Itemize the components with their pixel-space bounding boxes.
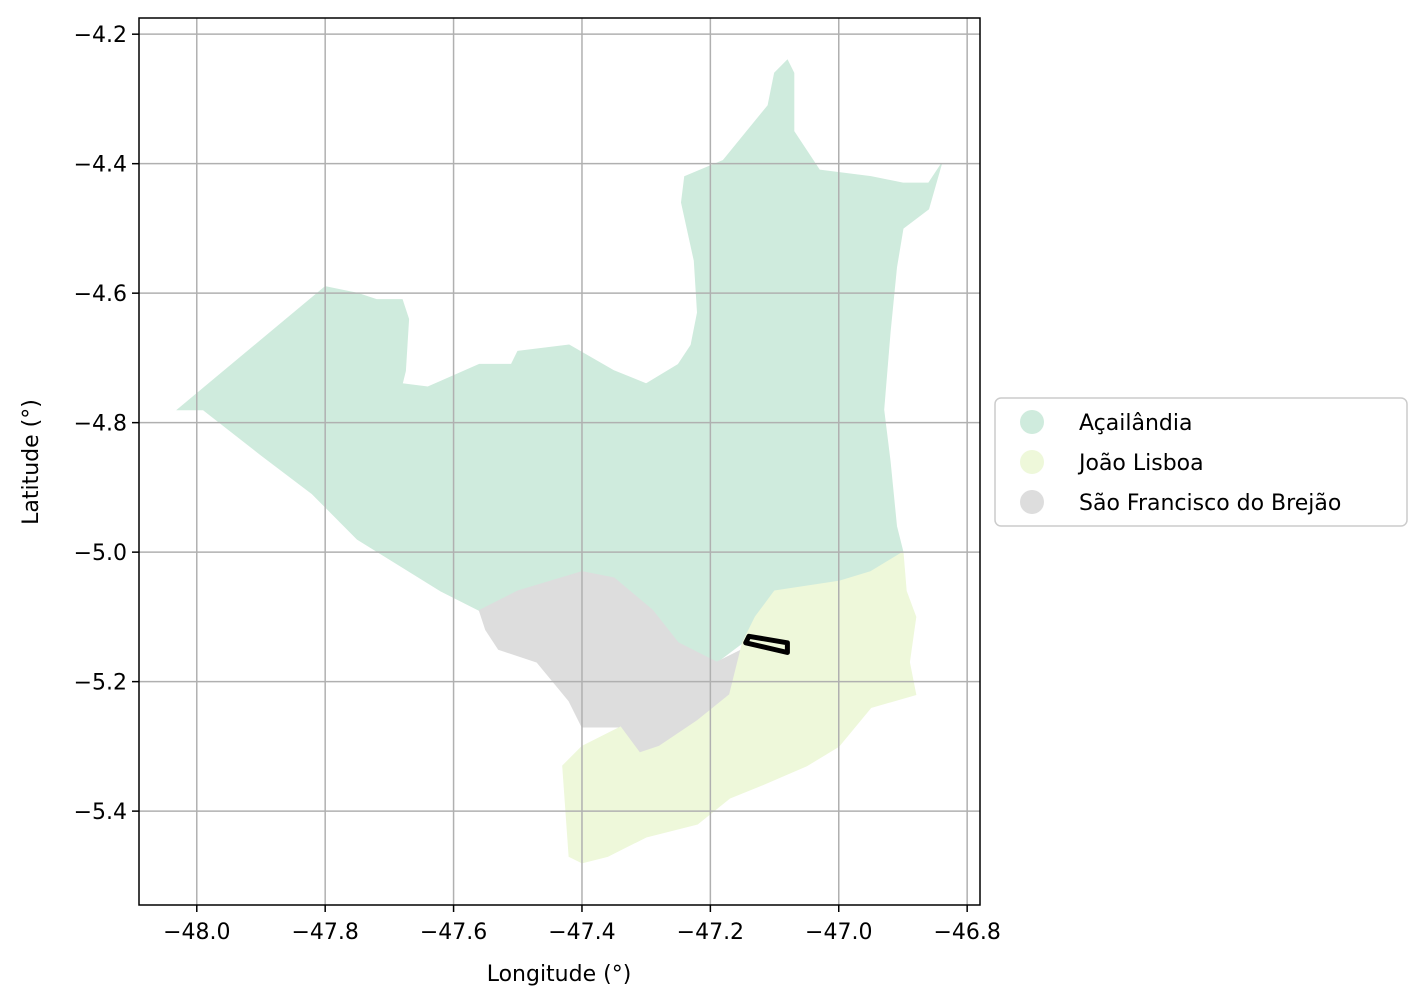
legend-swatch-sao-francisco-do-brejao bbox=[1020, 490, 1044, 514]
y-tick-label: −5.4 bbox=[74, 800, 127, 825]
y-tick-label: −4.2 bbox=[74, 23, 127, 48]
regions-layer bbox=[176, 59, 942, 864]
legend-entries: Açailândia João Lisboa São Francisco do Br… bbox=[1020, 410, 1341, 516]
y-tick-label: −5.2 bbox=[74, 671, 127, 696]
legend: Açailândia João Lisboa São Francisco do Br… bbox=[994, 397, 1408, 527]
ticks-layer: −48.0 −47.8 −47.6 −47.4 −47.2 −47.0 −46.8 −4.2 −… bbox=[74, 23, 1001, 945]
x-tick-label: −47.0 bbox=[805, 920, 872, 945]
y-tick-label: −5.0 bbox=[74, 541, 127, 566]
y-tick-label: −4.8 bbox=[74, 412, 127, 437]
legend-label-acailandia: Açailândia bbox=[1079, 411, 1192, 436]
x-tick-label: −48.0 bbox=[163, 920, 230, 945]
x-tick-label: −47.8 bbox=[291, 920, 358, 945]
legend-label-sao-francisco-do-brejao: São Francisco do Brejão bbox=[1079, 491, 1341, 516]
x-axis-label: Longitude (°) bbox=[487, 962, 632, 987]
y-tick-label: −4.4 bbox=[74, 153, 127, 178]
x-tick-label: −47.6 bbox=[420, 920, 487, 945]
x-tick-label: −46.8 bbox=[933, 920, 1000, 945]
y-tick-label: −4.6 bbox=[74, 282, 127, 307]
axes-frame bbox=[138, 17, 981, 906]
x-tick-label: −47.4 bbox=[548, 920, 615, 945]
region-acailandia bbox=[176, 59, 942, 663]
highlight-layer bbox=[743, 633, 790, 655]
x-tick-label: −47.2 bbox=[677, 920, 744, 945]
legend-label-joao-lisboa: João Lisboa bbox=[1077, 451, 1204, 476]
legend-swatch-joao-lisboa bbox=[1020, 450, 1044, 474]
region-joao-lisboa bbox=[562, 551, 917, 864]
highlight-outline bbox=[743, 633, 790, 655]
legend-frame bbox=[994, 397, 1408, 527]
legend-swatch-acailandia bbox=[1020, 410, 1044, 434]
y-axis-label: Latitude (°) bbox=[19, 399, 44, 525]
grid-layer bbox=[139, 18, 980, 905]
